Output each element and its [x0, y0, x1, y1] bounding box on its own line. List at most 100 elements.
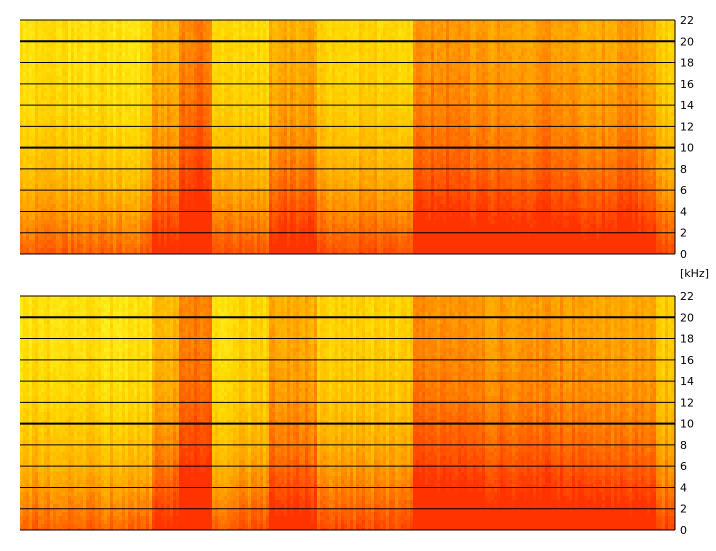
spectrogram-cell: [161, 228, 165, 233]
spectrogram-cell: [272, 88, 276, 93]
spectrogram-cell: [269, 224, 273, 229]
spectrogram-cell: [251, 76, 255, 81]
spectrogram-cell: [116, 140, 120, 145]
spectrogram-cell: [206, 164, 210, 169]
spectrogram-cell: [200, 228, 204, 233]
spectrogram-cell: [44, 64, 48, 69]
spectrogram-cell: [80, 68, 84, 73]
spectrogram-cell: [236, 232, 240, 237]
spectrogram-cell: [245, 100, 249, 105]
spectrogram-cell: [74, 248, 78, 253]
spectrogram-cell: [110, 208, 114, 213]
spectrogram-cell: [92, 56, 96, 61]
spectrogram-cell: [233, 148, 237, 153]
spectrogram-cell: [98, 244, 102, 249]
spectrogram-cell: [122, 200, 126, 205]
spectrogram-cell: [164, 64, 168, 69]
spectrogram-cell: [47, 208, 51, 213]
spectrogram-cell: [242, 148, 246, 153]
spectrogram-cell: [98, 68, 102, 73]
spectrogram-cell: [221, 48, 225, 53]
spectrogram-cell: [20, 248, 24, 253]
spectrogram-cell: [140, 108, 144, 113]
spectrogram-cell: [191, 196, 195, 201]
spectrogram-cell: [239, 32, 243, 37]
spectrogram-cell: [86, 196, 90, 201]
spectrogram-cell: [119, 108, 123, 113]
spectrogram-cell: [179, 120, 183, 125]
spectrogram-cell: [251, 116, 255, 121]
spectrogram-cell: [125, 200, 129, 205]
spectrogram-cell: [227, 24, 231, 29]
spectrogram-cell: [53, 148, 57, 153]
spectrogram-cell: [239, 52, 243, 57]
spectrogram-cell: [140, 76, 144, 81]
spectrogram-cell: [140, 112, 144, 117]
spectrogram-cell: [140, 168, 144, 173]
spectrogram-cell: [215, 120, 219, 125]
spectrogram-cell: [56, 28, 60, 33]
spectrogram-cell: [245, 116, 249, 121]
spectrogram-cell: [224, 24, 228, 29]
spectrogram-cell: [29, 88, 33, 93]
spectrogram-cell: [221, 80, 225, 85]
spectrogram-cell: [224, 108, 228, 113]
spectrogram-cell: [128, 108, 132, 113]
spectrogram-cell: [209, 104, 213, 109]
spectrogram-cell: [230, 196, 234, 201]
spectrogram-cell: [161, 56, 165, 61]
spectrogram-cell: [191, 144, 195, 149]
spectrogram-cell: [68, 136, 72, 141]
spectrogram-cell: [197, 128, 201, 133]
spectrogram-cell: [29, 32, 33, 37]
spectrogram-cell: [50, 48, 54, 53]
spectrogram-cell: [71, 64, 75, 69]
spectrogram-cell: [38, 204, 42, 209]
spectrogram-cell: [110, 232, 114, 237]
spectrogram-cell: [203, 36, 207, 41]
spectrogram-cell: [53, 20, 57, 25]
spectrogram-cell: [218, 228, 222, 233]
spectrogram-cell: [263, 20, 267, 25]
spectrogram-cell: [182, 212, 186, 217]
spectrogram-cell: [263, 100, 267, 105]
spectrogram-cell: [215, 100, 219, 105]
spectrogram-cell: [92, 224, 96, 229]
spectrogram-cell: [23, 52, 27, 57]
spectrogram-cell: [152, 112, 156, 117]
spectrogram-cell: [194, 208, 198, 213]
spectrogram-cell: [38, 208, 42, 213]
spectrogram-cell: [182, 72, 186, 77]
spectrogram-cell: [110, 128, 114, 133]
spectrogram-cell: [263, 236, 267, 241]
spectrogram-cell: [134, 164, 138, 169]
spectrogram-cell: [170, 236, 174, 241]
spectrogram-cell: [68, 24, 72, 29]
spectrogram-cell: [44, 44, 48, 49]
spectrogram-cell: [251, 72, 255, 77]
spectrogram-cell: [83, 252, 87, 254]
spectrogram-cell: [59, 216, 63, 221]
spectrogram-cell: [134, 32, 138, 37]
spectrogram-cell: [65, 192, 69, 197]
spectrogram-cell: [269, 72, 273, 77]
spectrogram-cell: [143, 92, 147, 97]
spectrogram-cell: [140, 44, 144, 49]
spectrogram-cell: [209, 20, 213, 25]
spectrogram-cell: [89, 208, 93, 213]
spectrogram-cell: [140, 156, 144, 161]
spectrogram-cell: [158, 88, 162, 93]
spectrogram-cell: [143, 56, 147, 61]
spectrogram-cell: [77, 208, 81, 213]
spectrogram-cell: [38, 44, 42, 49]
spectrogram-cell: [68, 128, 72, 133]
spectrogram-cell: [38, 224, 42, 229]
spectrogram-cell: [101, 180, 105, 185]
spectrogram-cell: [188, 176, 192, 181]
spectrogram-cell: [182, 208, 186, 213]
spectrogram-cell: [209, 44, 213, 49]
spectrogram-cell: [107, 116, 111, 121]
spectrogram-cell: [23, 160, 27, 165]
spectrogram-cell: [269, 104, 273, 109]
spectrogram-cell: [176, 240, 180, 245]
